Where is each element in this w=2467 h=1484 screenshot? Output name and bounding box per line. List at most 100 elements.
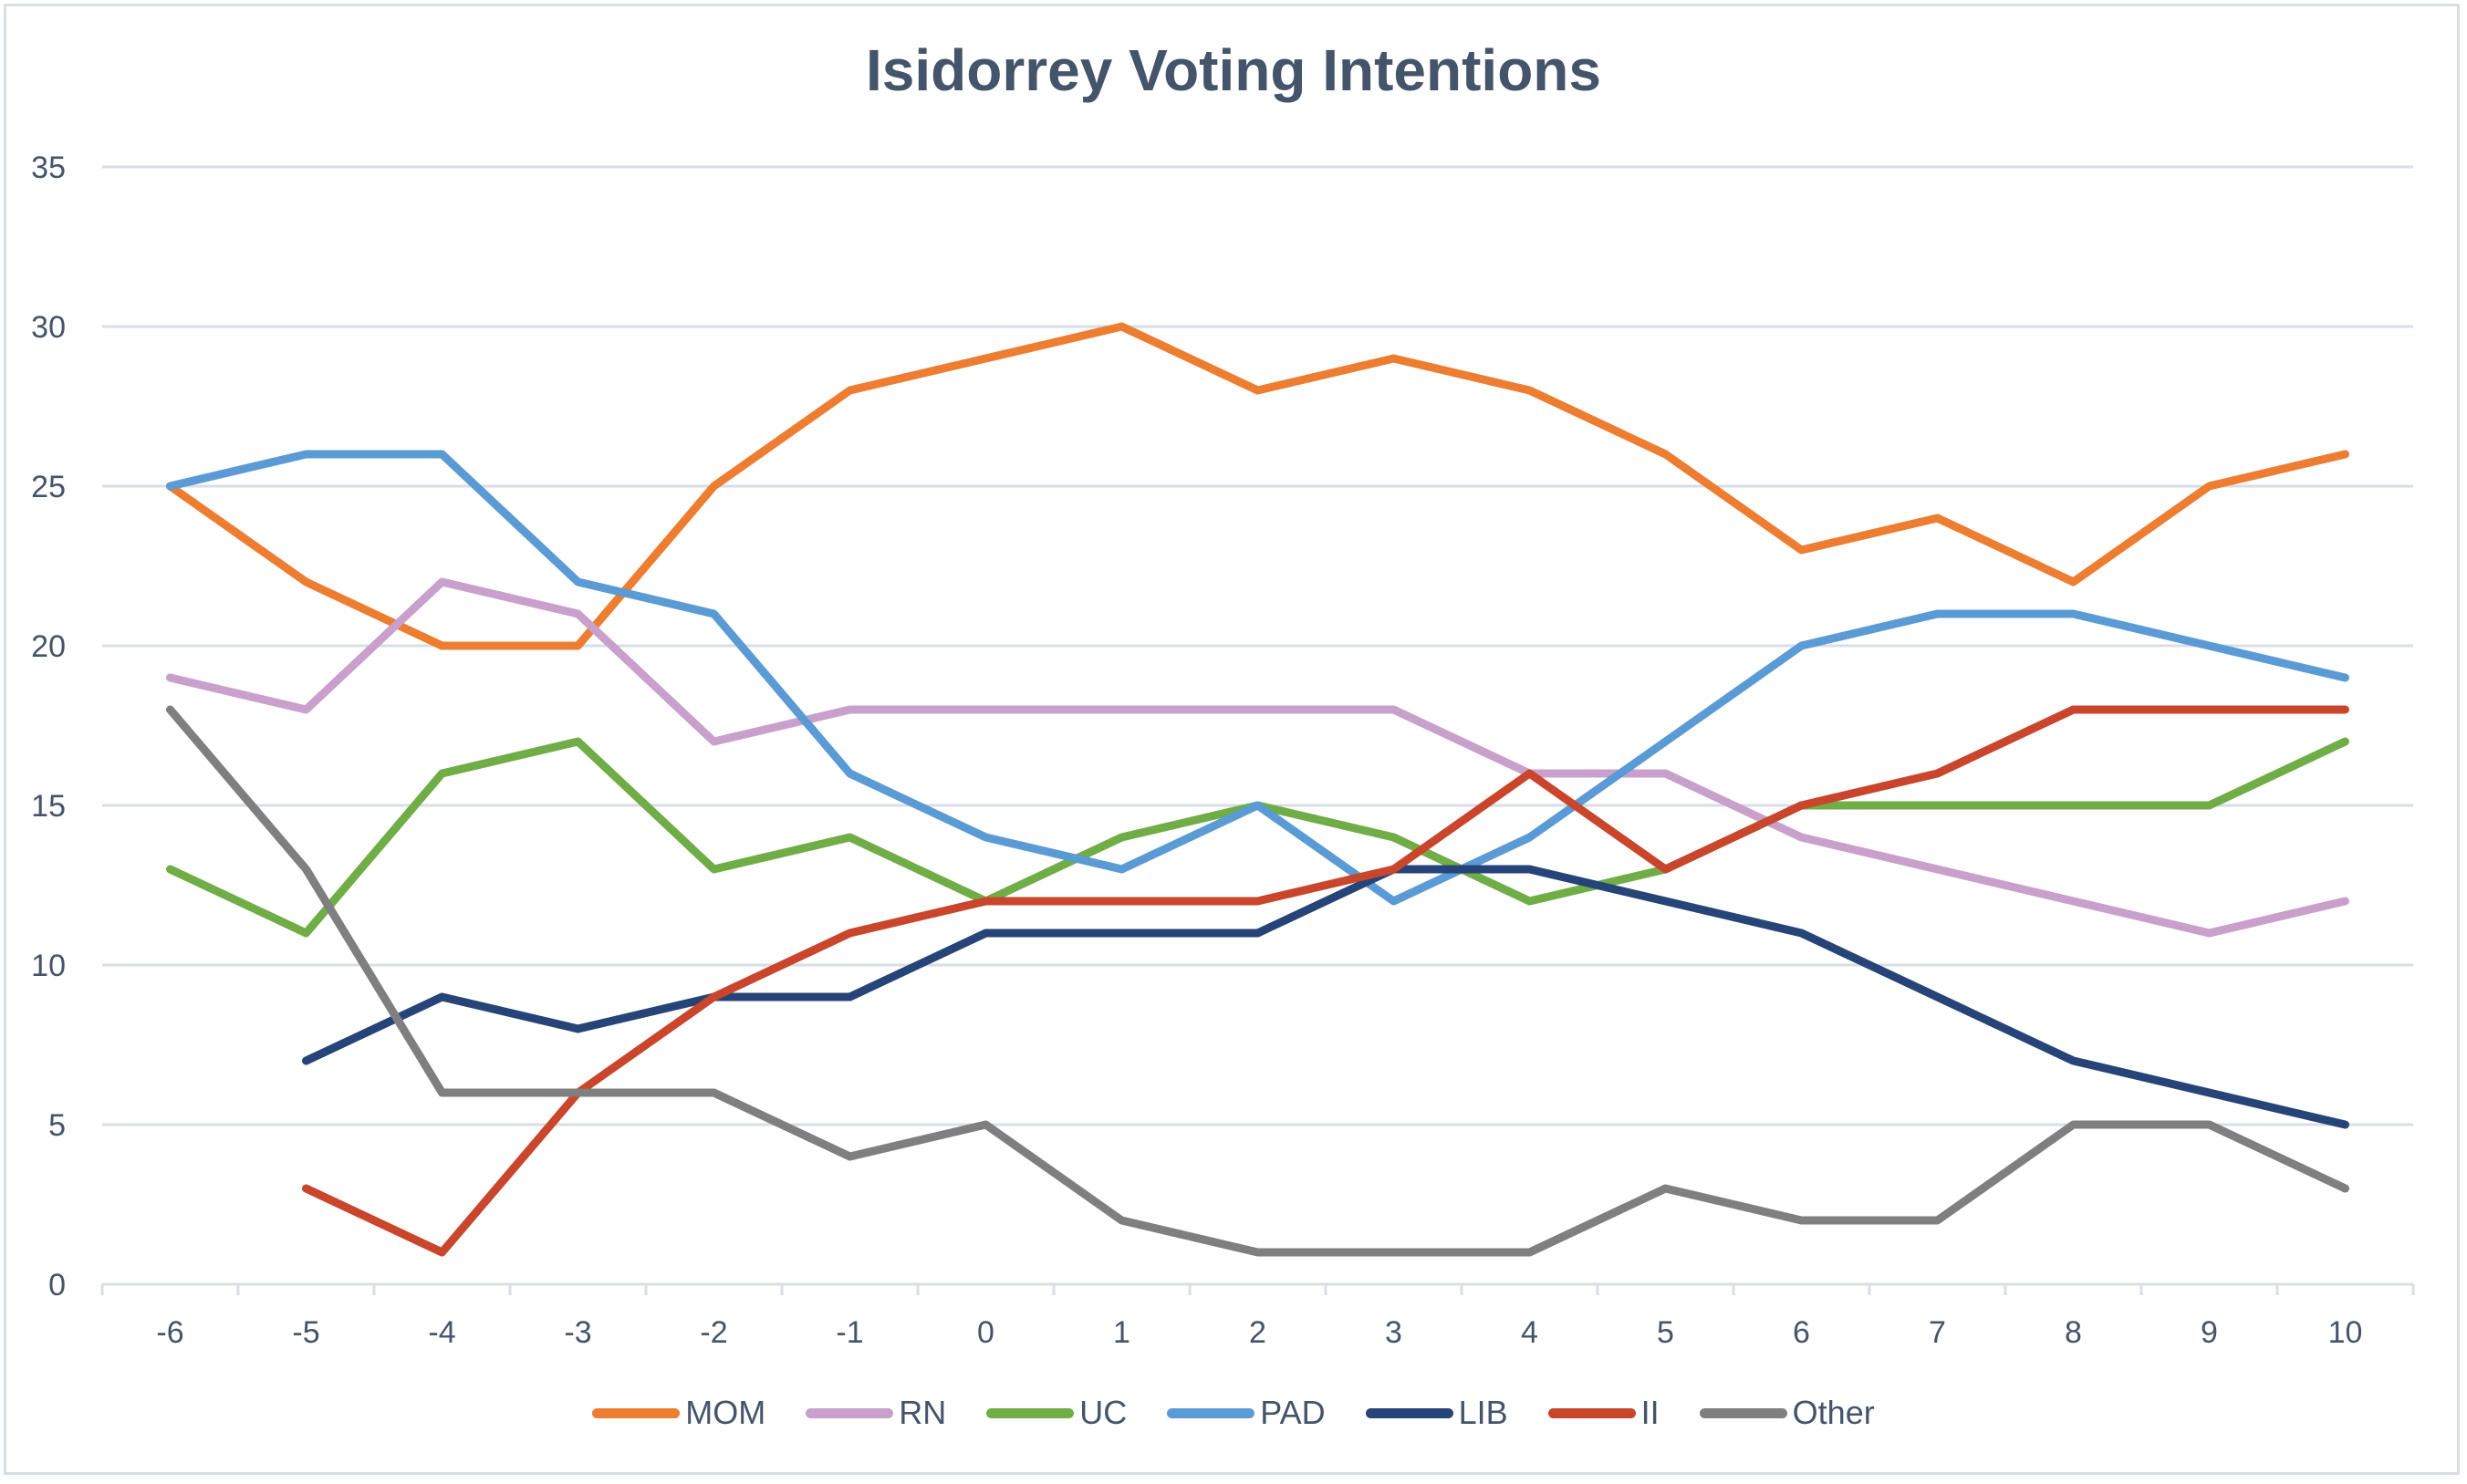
- data-point: [2209, 804, 2210, 806]
- data-point: [1665, 900, 1666, 902]
- data-point: [1937, 996, 1938, 998]
- data-point: [985, 358, 986, 359]
- legend-swatch: [1365, 1407, 1453, 1418]
- data-point: [1393, 1251, 1394, 1253]
- y-tick-label: 35: [31, 150, 66, 185]
- data-point: [306, 1060, 307, 1062]
- legend-item: MOM: [592, 1394, 765, 1432]
- series-line: [166, 450, 2349, 906]
- data-point: [2073, 581, 2074, 583]
- data-point: [1121, 868, 1122, 870]
- data-point: [170, 485, 171, 487]
- data-point: [1393, 868, 1394, 870]
- data-point: [1529, 836, 1530, 838]
- data-point: [849, 773, 850, 774]
- data-point: [2345, 709, 2346, 711]
- legend: MOM RN UC PAD LIB II Other: [0, 1394, 2467, 1432]
- data-point: [170, 868, 171, 870]
- x-tick-label: 7: [1929, 1315, 1946, 1350]
- data-point: [985, 709, 986, 711]
- data-point: [170, 677, 171, 679]
- data-point: [306, 1188, 307, 1189]
- data-point: [1801, 804, 1802, 806]
- legend-swatch: [592, 1407, 681, 1418]
- data-point: [306, 932, 307, 934]
- legend-item: LIB: [1365, 1394, 1508, 1432]
- data-point: [713, 1092, 714, 1094]
- legend-label: MOM: [685, 1394, 766, 1431]
- data-point: [1393, 709, 1394, 711]
- data-point: [1257, 932, 1258, 934]
- data-point: [1257, 900, 1258, 902]
- series-lines: [166, 322, 2349, 1257]
- legend-item: RN: [806, 1394, 946, 1432]
- data-point: [713, 996, 714, 998]
- data-point: [1257, 389, 1258, 391]
- x-tick-label: 2: [1249, 1315, 1266, 1350]
- data-point: [1121, 836, 1122, 838]
- data-point: [1393, 836, 1394, 838]
- data-point: [1121, 932, 1122, 934]
- data-point: [1801, 1219, 1802, 1221]
- data-point: [1937, 1219, 1938, 1221]
- x-tick-label: 5: [1657, 1315, 1674, 1350]
- data-point: [2209, 645, 2210, 647]
- data-point: [2345, 453, 2346, 455]
- data-point: [170, 709, 171, 711]
- data-point: [2209, 1092, 2210, 1094]
- data-point: [2209, 932, 2210, 934]
- data-point: [2209, 1124, 2210, 1126]
- legend-item: Other: [1699, 1394, 1875, 1432]
- x-tick-label: 0: [977, 1315, 994, 1350]
- data-point: [306, 453, 307, 455]
- x-tick-label: -3: [564, 1315, 591, 1350]
- y-tick-label: 0: [48, 1268, 66, 1302]
- data-point: [2345, 1124, 2346, 1126]
- x-tick-label: -4: [428, 1315, 455, 1350]
- x-tick-label: 9: [2201, 1315, 2218, 1350]
- data-point: [1529, 868, 1530, 870]
- series-line: [302, 865, 2349, 1129]
- data-point: [1801, 836, 1802, 838]
- data-point: [1121, 1219, 1122, 1221]
- series-other: [166, 705, 2349, 1257]
- data-point: [985, 932, 986, 934]
- x-tick-label: 8: [2065, 1315, 2082, 1350]
- data-point: [2209, 709, 2210, 711]
- data-point: [1801, 549, 1802, 551]
- legend-item: II: [1547, 1394, 1660, 1432]
- data-point: [2345, 1188, 2346, 1189]
- data-point: [985, 836, 986, 838]
- data-point: [1393, 358, 1394, 359]
- x-tick-label: -6: [156, 1315, 183, 1350]
- data-point: [849, 709, 850, 711]
- y-tick-label: 10: [31, 949, 66, 983]
- data-point: [2073, 804, 2074, 806]
- data-point: [2073, 1060, 2074, 1062]
- chart-frame: [4, 4, 2460, 1475]
- data-point: [849, 996, 850, 998]
- data-point: [713, 485, 714, 487]
- data-point: [1529, 389, 1530, 391]
- legend-item: UC: [986, 1394, 1127, 1432]
- data-point: [1529, 900, 1530, 902]
- legend-swatch: [1167, 1407, 1255, 1418]
- data-point: [1257, 709, 1258, 711]
- data-point: [1665, 773, 1666, 774]
- data-point: [1665, 868, 1666, 870]
- series-rn: [166, 577, 2349, 938]
- data-point: [849, 932, 850, 934]
- x-tick-label: 4: [1521, 1315, 1538, 1350]
- data-point: [306, 709, 307, 711]
- legend-item: PAD: [1167, 1394, 1326, 1432]
- data-point: [1937, 517, 1938, 519]
- data-point: [713, 613, 714, 615]
- x-tick-label: 1: [1113, 1315, 1130, 1350]
- y-tick-label: 15: [31, 789, 66, 824]
- chart-title: Isidorrey Voting Intentions: [866, 37, 1601, 103]
- legend-swatch: [1547, 1407, 1636, 1418]
- data-point: [713, 868, 714, 870]
- data-point: [306, 581, 307, 583]
- data-point: [2073, 1124, 2074, 1126]
